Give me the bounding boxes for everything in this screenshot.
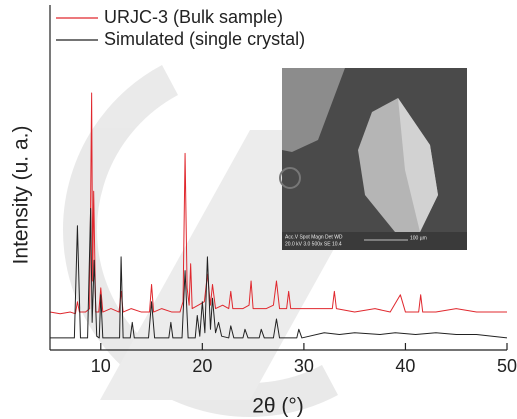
- x-axis-title: 2θ (°): [252, 395, 304, 418]
- series-line: [49, 92, 507, 315]
- x-tick-label: 30: [294, 356, 314, 376]
- x-tick-label: 40: [395, 356, 415, 376]
- legend-label: URJC-3 (Bulk sample): [104, 7, 283, 27]
- inset-label: 20.0 kV 3.0 500x SE 10.4: [285, 241, 342, 247]
- legend-label: Simulated (single crystal): [104, 29, 305, 49]
- inset-label: 100 µm: [410, 235, 427, 241]
- series-line: [50, 208, 508, 339]
- x-tick-label: 50: [497, 356, 517, 376]
- inset-label: Acc.V Spot Magn Det WD: [285, 234, 343, 240]
- inset-image: [279, 68, 467, 250]
- x-tick-label: 10: [91, 356, 111, 376]
- y-axis-title: Intensity (u. a.): [10, 126, 33, 265]
- inset-labels: Acc.V Spot Magn Det WD 20.0 kV 3.0 500x …: [285, 234, 427, 247]
- x-tick-label: 20: [192, 356, 212, 376]
